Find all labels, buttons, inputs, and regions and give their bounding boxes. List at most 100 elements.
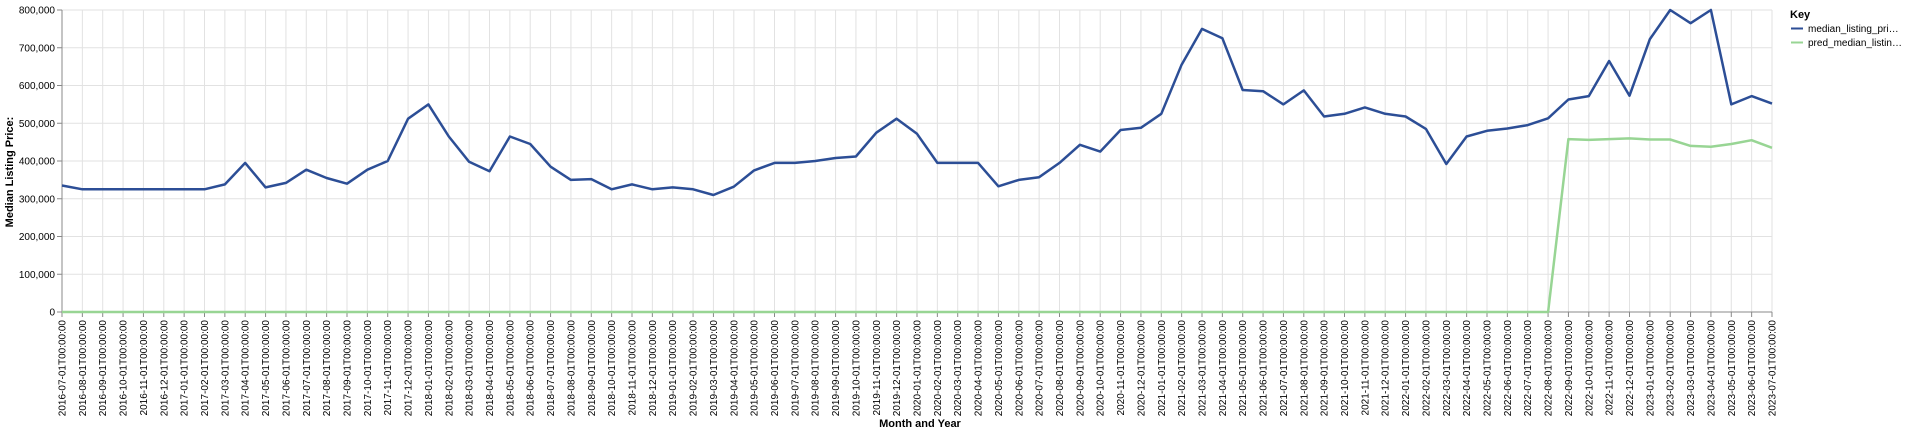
x-tick-label: 2019-02-01T00:00:00 <box>689 320 700 417</box>
x-tick-label: 2020-05-01T00:00:00 <box>994 320 1005 417</box>
x-tick-label: 2018-12-01T00:00:00 <box>648 320 659 417</box>
x-tick-label: 2023-01-01T00:00:00 <box>1645 320 1656 417</box>
x-tick-label: 2021-09-01T00:00:00 <box>1320 320 1331 417</box>
x-tick-label: 2022-12-01T00:00:00 <box>1625 320 1636 417</box>
x-tick-label: 2016-09-01T00:00:00 <box>98 320 109 417</box>
x-tick-label: 2019-11-01T00:00:00 <box>872 320 883 416</box>
x-tick-label: 2020-12-01T00:00:00 <box>1136 320 1147 417</box>
y-axis-title: Median Listing Price: <box>4 117 16 228</box>
x-tick-label: 2023-02-01T00:00:00 <box>1666 320 1677 417</box>
x-tick-label: 2018-11-01T00:00:00 <box>628 320 639 416</box>
x-tick-label: 2018-06-01T00:00:00 <box>526 320 537 417</box>
x-tick-label: 2023-07-01T00:00:00 <box>1768 320 1779 417</box>
x-tick-label: 2018-02-01T00:00:00 <box>444 320 455 417</box>
x-tick-label: 2017-08-01T00:00:00 <box>322 320 333 417</box>
legend-label: pred_median_listin… <box>1808 38 1902 49</box>
x-tick-label: 2019-01-01T00:00:00 <box>668 320 679 417</box>
x-tick-label: 2019-04-01T00:00:00 <box>729 320 740 417</box>
x-tick-label: 2021-06-01T00:00:00 <box>1259 320 1270 417</box>
x-tick-label: 2022-06-01T00:00:00 <box>1503 320 1514 417</box>
x-tick-label: 2022-10-01T00:00:00 <box>1584 320 1595 417</box>
y-tick-label: 300,000 <box>19 194 56 205</box>
x-tick-label: 2019-07-01T00:00:00 <box>790 320 801 417</box>
x-tick-label: 2019-06-01T00:00:00 <box>770 320 781 417</box>
y-tick-label: 700,000 <box>19 43 56 54</box>
x-tick-label: 2016-10-01T00:00:00 <box>119 320 130 417</box>
x-tick-label: 2021-02-01T00:00:00 <box>1177 320 1188 417</box>
x-tick-label: 2016-11-01T00:00:00 <box>139 320 150 416</box>
x-tick-label: 2017-03-01T00:00:00 <box>220 320 231 417</box>
x-tick-label: 2018-03-01T00:00:00 <box>465 320 476 417</box>
x-tick-label: 2017-09-01T00:00:00 <box>343 320 354 417</box>
x-tick-label: 2019-12-01T00:00:00 <box>892 320 903 417</box>
x-tick-label: 2017-01-01T00:00:00 <box>180 320 191 417</box>
x-tick-label: 2022-05-01T00:00:00 <box>1483 320 1494 417</box>
x-tick-label: 2017-11-01T00:00:00 <box>383 320 394 416</box>
x-tick-label: 2021-05-01T00:00:00 <box>1238 320 1249 417</box>
y-tick-label: 800,000 <box>19 6 56 17</box>
x-tick-label: 2023-03-01T00:00:00 <box>1686 320 1697 417</box>
x-tick-label: 2019-03-01T00:00:00 <box>709 320 720 417</box>
x-tick-label: 2020-01-01T00:00:00 <box>913 320 924 417</box>
x-tick-label: 2020-07-01T00:00:00 <box>1035 320 1046 417</box>
x-tick-label: 2022-07-01T00:00:00 <box>1523 320 1534 417</box>
x-tick-label: 2020-09-01T00:00:00 <box>1075 320 1086 417</box>
x-tick-label: 2023-06-01T00:00:00 <box>1747 320 1758 417</box>
x-tick-label: 2021-08-01T00:00:00 <box>1299 320 1310 417</box>
x-tick-label: 2020-06-01T00:00:00 <box>1014 320 1025 417</box>
x-tick-label: 2021-11-01T00:00:00 <box>1360 320 1371 416</box>
axes <box>57 9 1773 317</box>
x-tick-label: 2018-09-01T00:00:00 <box>587 320 598 417</box>
x-tick-label: 2018-10-01T00:00:00 <box>607 320 618 417</box>
series-line-2 <box>62 137 1773 314</box>
x-tick-label: 2020-10-01T00:00:00 <box>1096 320 1107 417</box>
x-tick-label: 2021-12-01T00:00:00 <box>1381 320 1392 417</box>
series-line-1 <box>61 8 1773 197</box>
x-tick-label: 2022-04-01T00:00:00 <box>1462 320 1473 417</box>
x-tick-label: 2021-04-01T00:00:00 <box>1218 320 1229 417</box>
series-lines <box>61 8 1773 314</box>
x-tick-label: 2017-05-01T00:00:00 <box>261 320 272 417</box>
x-tick-label: 2016-08-01T00:00:00 <box>78 320 89 417</box>
x-tick-label: 2019-09-01T00:00:00 <box>831 320 842 417</box>
grid-lines <box>61 9 1773 313</box>
y-tick-label: 500,000 <box>19 119 56 130</box>
y-tick-label: 400,000 <box>19 157 56 168</box>
x-tick-label: 2020-11-01T00:00:00 <box>1116 320 1127 416</box>
x-tick-label: 2019-08-01T00:00:00 <box>811 320 822 417</box>
x-tick-label: 2019-05-01T00:00:00 <box>750 320 761 417</box>
x-tick-label: 2022-01-01T00:00:00 <box>1401 320 1412 417</box>
x-tick-label: 2023-04-01T00:00:00 <box>1706 320 1717 417</box>
x-tick-label: 2016-12-01T00:00:00 <box>159 320 170 417</box>
x-tick-label: 2017-06-01T00:00:00 <box>281 320 292 417</box>
x-tick-label: 2022-02-01T00:00:00 <box>1421 320 1432 417</box>
y-tick-label: 100,000 <box>19 270 56 281</box>
x-axis-title: Month and Year <box>879 418 961 430</box>
x-tick-label: 2018-04-01T00:00:00 <box>485 320 496 417</box>
y-tick-label: 0 <box>49 308 55 319</box>
x-tick-label: 2021-07-01T00:00:00 <box>1279 320 1290 417</box>
x-tick-label: 2022-03-01T00:00:00 <box>1442 320 1453 417</box>
x-tick-label: 2022-08-01T00:00:00 <box>1544 320 1555 417</box>
x-tick-label: 2018-01-01T00:00:00 <box>424 320 435 417</box>
legend: Key median_listing_pri… pred_median_listi… <box>1790 9 1902 49</box>
x-tick-label: 2016-07-01T00:00:00 <box>58 320 69 417</box>
x-tick-label: 2018-07-01T00:00:00 <box>546 320 557 417</box>
tick-labels: 0 100,000 200,000 300,000 400,000 500,000 600,… <box>19 6 1779 417</box>
x-tick-label: 2020-04-01T00:00:00 <box>974 320 985 417</box>
x-tick-label: 2021-10-01T00:00:00 <box>1340 320 1351 417</box>
x-tick-label: 2023-05-01T00:00:00 <box>1727 320 1738 417</box>
y-tick-label: 600,000 <box>19 81 56 92</box>
x-tick-label: 2020-03-01T00:00:00 <box>953 320 964 417</box>
x-tick-label: 2022-11-01T00:00:00 <box>1605 320 1616 416</box>
legend-label: median_listing_pri… <box>1808 24 1899 35</box>
x-tick-label: 2017-10-01T00:00:00 <box>363 320 374 417</box>
x-tick-label: 2021-03-01T00:00:00 <box>1198 320 1209 417</box>
x-tick-label: 2018-05-01T00:00:00 <box>505 320 516 417</box>
x-tick-label: 2021-01-01T00:00:00 <box>1157 320 1168 417</box>
y-tick-label: 200,000 <box>19 232 56 243</box>
x-tick-label: 2022-09-01T00:00:00 <box>1564 320 1575 417</box>
x-tick-label: 2017-04-01T00:00:00 <box>241 320 252 417</box>
x-tick-label: 2020-08-01T00:00:00 <box>1055 320 1066 417</box>
